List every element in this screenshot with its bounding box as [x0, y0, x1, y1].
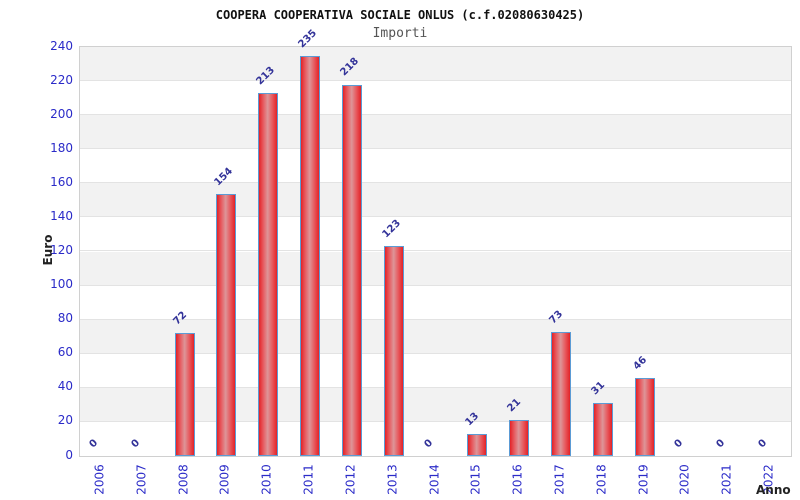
plot-band — [80, 217, 791, 252]
bar-2013 — [383, 246, 404, 456]
x-tick-label: 2011 — [301, 464, 316, 495]
bar-2017 — [550, 331, 571, 456]
plot-band — [80, 149, 791, 184]
x-tick-label: 2010 — [259, 464, 274, 495]
y-tick-label: 240 — [50, 38, 73, 53]
chart-title: COOPERA COOPERATIVA SOCIALE ONLUS (c.f.0… — [215, 8, 585, 22]
bar-2015 — [467, 433, 488, 456]
x-tick-label: 2007 — [134, 464, 149, 495]
chart-subtitle: Importi — [372, 26, 428, 41]
y-tick-label: 200 — [50, 106, 73, 121]
y-tick-label: 20 — [57, 413, 73, 428]
y-tick-label: 40 — [57, 379, 73, 394]
x-tick-label: 2016 — [510, 464, 525, 495]
bar-2010 — [258, 93, 279, 456]
x-tick-label: 2008 — [176, 464, 191, 495]
plot-band — [80, 319, 791, 354]
plot-band — [80, 421, 791, 456]
bar-2009 — [216, 193, 237, 456]
bar-2018 — [592, 403, 613, 456]
y-tick-label: 220 — [50, 72, 73, 87]
bar-2011 — [300, 55, 321, 456]
x-tick-label: 2019 — [636, 464, 651, 495]
plot-band — [80, 81, 791, 116]
y-tick-label: 60 — [57, 345, 73, 360]
plot-band — [80, 251, 791, 286]
y-tick-label: 180 — [50, 140, 73, 155]
plot-band — [80, 387, 791, 422]
plot-band — [80, 353, 791, 388]
bar-2012 — [341, 84, 362, 456]
y-tick-label: 0 — [65, 447, 73, 462]
bar-2016 — [509, 420, 530, 456]
y-tick-label: 100 — [50, 277, 73, 292]
bar-2019 — [634, 377, 655, 456]
y-tick-label: 140 — [50, 208, 73, 223]
plot-band — [80, 47, 791, 82]
x-tick-label: 2015 — [468, 464, 483, 495]
x-tick-label: 2021 — [719, 464, 734, 495]
x-tick-label: 2014 — [427, 464, 441, 495]
plot-band — [80, 115, 791, 150]
x-tick-label: 2012 — [343, 464, 358, 495]
plot-area — [79, 46, 792, 457]
y-tick-label: 80 — [57, 311, 73, 326]
plot-band — [80, 183, 791, 218]
y-tick-label: 120 — [50, 243, 73, 257]
x-tick-label: 2013 — [385, 464, 400, 495]
y-tick-label: 160 — [50, 174, 73, 189]
x-axis-title: Anno — [756, 483, 791, 497]
plot-band — [80, 285, 791, 320]
x-tick-label: 2006 — [92, 464, 107, 495]
bar-2008 — [174, 333, 195, 456]
x-tick-label: 2018 — [594, 464, 609, 495]
x-tick-label: 2017 — [552, 464, 567, 495]
x-tick-label: 2009 — [217, 464, 232, 495]
x-tick-label: 2020 — [677, 464, 692, 495]
